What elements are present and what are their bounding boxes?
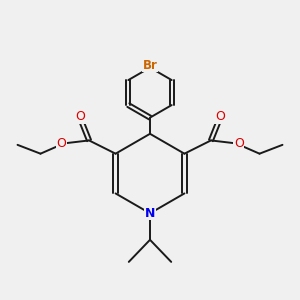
Text: N: N (145, 207, 155, 220)
Text: O: O (215, 110, 225, 123)
Text: Br: Br (142, 59, 158, 72)
Text: O: O (75, 110, 85, 123)
Text: O: O (234, 137, 244, 150)
Text: O: O (56, 137, 66, 150)
